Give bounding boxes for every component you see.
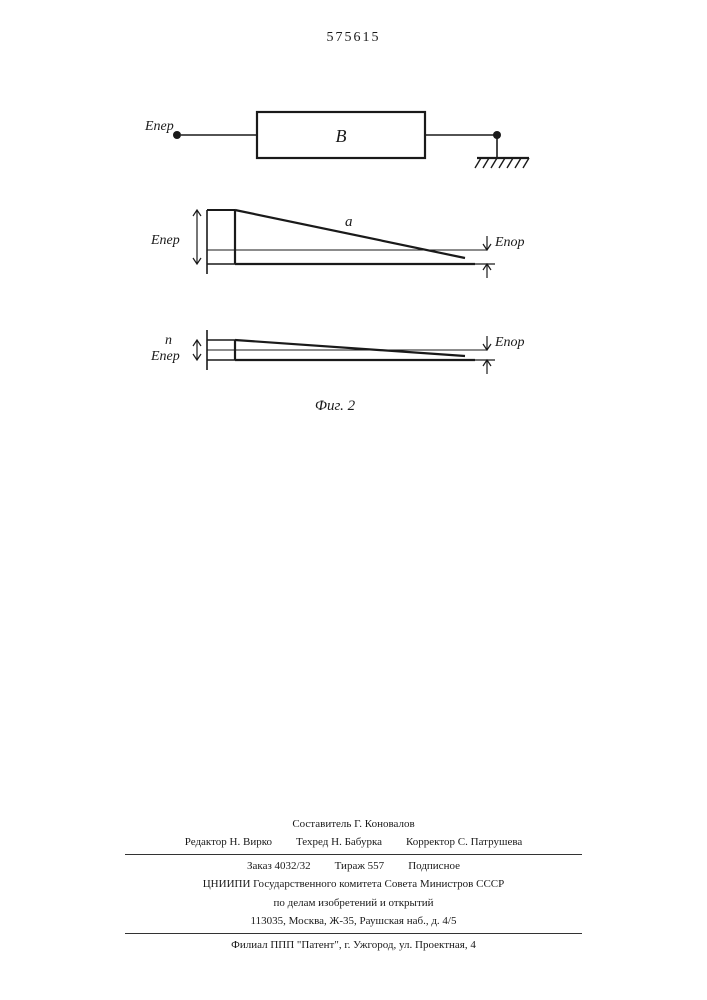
- footer-order: Заказ 4032/32: [247, 858, 311, 875]
- page-number: 575615: [327, 30, 381, 46]
- footer-corrector: Корректор С. Патрушева: [406, 834, 522, 851]
- graph-b-dim-right: [475, 336, 495, 374]
- graph-b-decay: [235, 340, 465, 356]
- figure-caption: Фиг. 2: [315, 398, 356, 414]
- footer-branch: Филиал ППП "Патент", г. Ужгород, ул. Про…: [60, 937, 647, 954]
- footer-podpisnoe: Подписное: [408, 858, 460, 875]
- graph-b-n-label: n: [165, 333, 172, 348]
- figure-2: Eпер В: [135, 100, 555, 440]
- graph-a-curve-label: a: [345, 214, 353, 230]
- input-label: Eпер: [144, 119, 174, 134]
- graph-a-right-label: Eпор: [494, 235, 525, 250]
- footer-address: 113035, Москва, Ж-35, Раушская наб., д. …: [60, 913, 647, 930]
- circuit-block: Eпер В: [144, 112, 529, 168]
- footer-techred: Техред Н. Бабурка: [296, 834, 382, 851]
- footer-compiler: Составитель Г. Коновалов: [60, 816, 647, 833]
- graph-a-dim-right: [475, 236, 495, 278]
- page: 575615 Eпер В: [0, 0, 707, 1000]
- footer-credits-row: Редактор Н. Вирко Техред Н. Бабурка Корр…: [60, 834, 647, 851]
- block-label: В: [336, 126, 347, 146]
- footer-rule-1: [125, 854, 583, 855]
- input-node-dot: [173, 131, 181, 139]
- graph-b-right-label: Eпор: [494, 335, 525, 350]
- graph-a-left-label: Eпер: [150, 233, 180, 248]
- footer-block: Составитель Г. Коновалов Редактор Н. Вир…: [60, 814, 647, 956]
- footer-editor: Редактор Н. Вирко: [185, 834, 272, 851]
- graph-b: n Eпер Eпор: [150, 330, 525, 374]
- footer-tirage: Тираж 557: [335, 858, 385, 875]
- graph-a-dim-left: [193, 210, 201, 264]
- footer-rule-2: [125, 933, 583, 934]
- graph-b-dim-left: [193, 340, 201, 360]
- graph-a: Eпер Eпор a: [150, 210, 525, 278]
- footer-print-row: Заказ 4032/32 Тираж 557 Подписное: [60, 858, 647, 875]
- ground-hatch-icon: [475, 158, 529, 168]
- graph-b-left-label: Eпер: [150, 349, 180, 364]
- figure-svg: Eпер В: [135, 100, 555, 440]
- footer-org1: ЦНИИПИ Государственного комитета Совета …: [60, 876, 647, 893]
- footer-org2: по делам изобретений и открытий: [60, 895, 647, 912]
